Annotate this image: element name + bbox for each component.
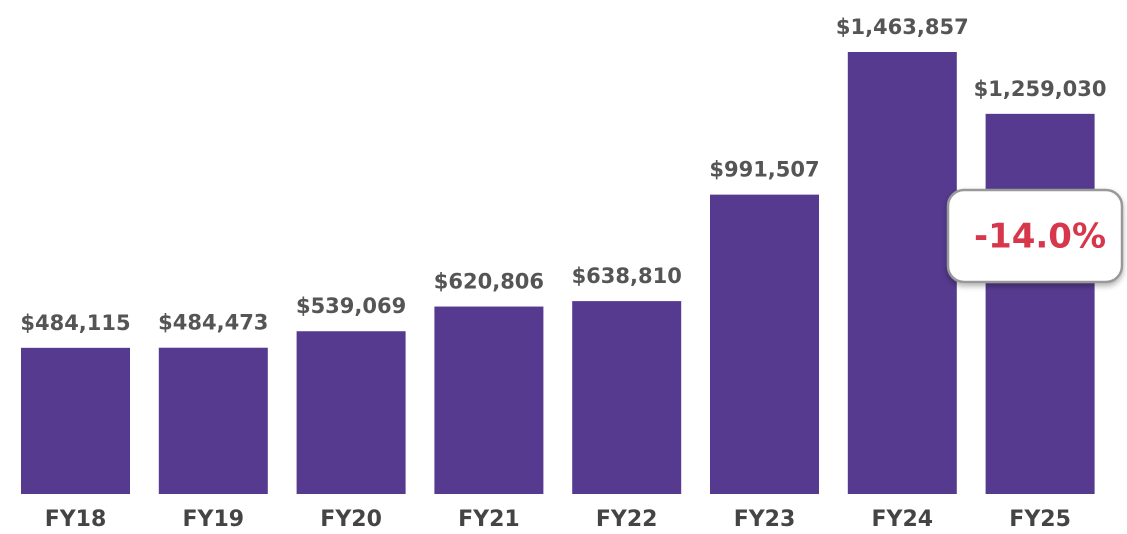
bar (572, 301, 682, 494)
value-label: $991,507 (709, 158, 819, 182)
x-tick-label: FY23 (734, 507, 796, 532)
bar (434, 306, 544, 494)
bar (158, 347, 268, 494)
x-tick-label: FY22 (596, 507, 658, 532)
bar (847, 52, 957, 494)
bar (21, 347, 130, 494)
callout: -14.0% (946, 188, 1124, 284)
value-label: $484,115 (20, 311, 130, 335)
x-tick-label: FY19 (183, 507, 245, 532)
bar (296, 331, 406, 494)
value-label: $1,463,857 (836, 15, 969, 39)
bar (710, 194, 819, 495)
value-label: $620,806 (434, 270, 544, 294)
x-tick-label: FY21 (458, 507, 520, 532)
callout-box (946, 188, 1124, 284)
bar (985, 113, 1095, 494)
value-label: $484,473 (158, 311, 268, 335)
x-tick-label: FY25 (1009, 507, 1071, 532)
bars: $484,115 FY18 $484,473 FY19 $539,069 FY20 $620… (20, 15, 1106, 532)
x-tick-label: FY24 (872, 507, 934, 532)
change-annotation: -14.0% (974, 217, 1106, 257)
value-label: $638,810 (572, 264, 682, 288)
value-label: $1,259,030 (974, 77, 1107, 101)
value-label: $539,069 (296, 294, 406, 318)
x-tick-label: FY18 (45, 507, 107, 532)
x-tick-label: FY20 (320, 507, 382, 532)
